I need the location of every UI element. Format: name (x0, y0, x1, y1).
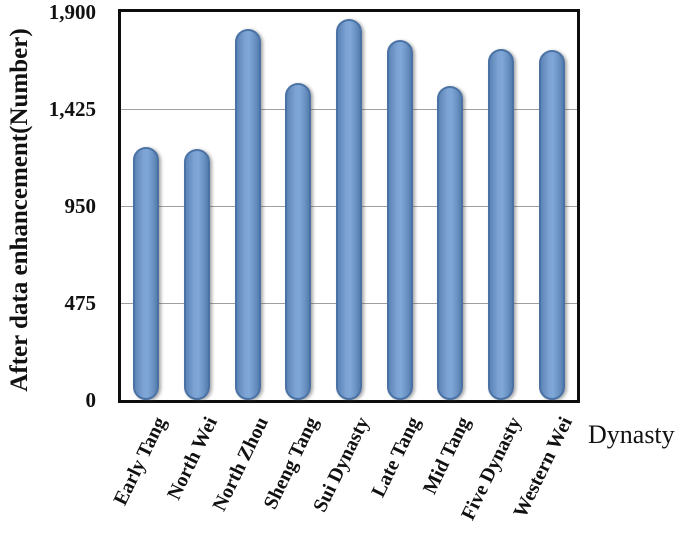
bar-sheng-tang (285, 83, 312, 400)
y-tick-label: 0 (85, 388, 97, 412)
x-axis-title: Dynasty (588, 420, 675, 449)
bar-five-dynasty (488, 48, 514, 400)
plot-area (118, 9, 580, 403)
bar-sui-dynasty (336, 19, 362, 400)
bar-north-zhou (234, 29, 261, 400)
y-tick-label: 475 (64, 291, 97, 315)
bar-late-tang (386, 39, 413, 400)
bar-north-wei (184, 148, 210, 400)
y-tick-label: 1,900 (48, 0, 96, 24)
bar-early-tang (133, 146, 160, 400)
y-tick-label: 1,425 (48, 97, 96, 121)
bar-western-wei (538, 49, 565, 400)
bar-mid-tang (437, 85, 464, 400)
y-tick-label: 950 (64, 194, 97, 218)
